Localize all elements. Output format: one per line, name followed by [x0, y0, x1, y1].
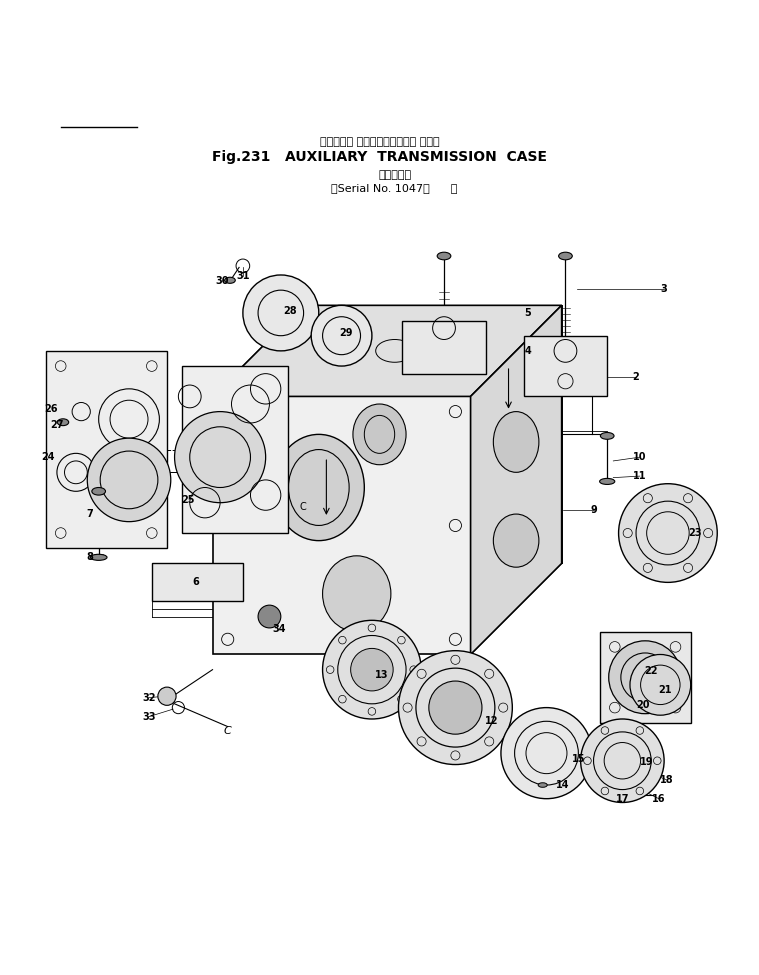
Circle shape — [175, 411, 266, 503]
Text: 27: 27 — [50, 420, 64, 430]
Text: 32: 32 — [142, 693, 156, 703]
Circle shape — [630, 654, 691, 716]
Text: 6: 6 — [193, 577, 199, 587]
Text: 30: 30 — [215, 276, 228, 286]
Text: 17: 17 — [616, 794, 629, 803]
Ellipse shape — [600, 433, 614, 440]
Text: 24: 24 — [41, 452, 55, 462]
Text: 12: 12 — [485, 717, 499, 726]
Circle shape — [243, 275, 319, 351]
Ellipse shape — [323, 556, 391, 632]
Ellipse shape — [353, 404, 406, 465]
Text: （Serial No. 1047～      ）: （Serial No. 1047～ ） — [332, 182, 458, 193]
Text: 8: 8 — [86, 552, 93, 563]
Text: 23: 23 — [688, 528, 702, 538]
Text: C: C — [300, 502, 307, 512]
Text: 22: 22 — [644, 666, 658, 677]
Text: 34: 34 — [272, 624, 286, 635]
Text: オキジアリ トランスミッション ケース: オキジアリ トランスミッション ケース — [320, 137, 439, 147]
Text: 10: 10 — [633, 452, 647, 462]
Polygon shape — [46, 351, 167, 548]
Text: C: C — [224, 726, 231, 736]
Circle shape — [87, 438, 171, 522]
Text: 16: 16 — [652, 794, 666, 803]
Polygon shape — [213, 397, 471, 654]
Circle shape — [258, 605, 281, 628]
Text: 3: 3 — [661, 284, 667, 293]
Text: 18: 18 — [660, 775, 673, 785]
Text: 5: 5 — [524, 308, 531, 318]
Text: 19: 19 — [640, 758, 653, 767]
Polygon shape — [152, 564, 243, 602]
Text: 11: 11 — [633, 471, 647, 481]
Ellipse shape — [437, 253, 451, 259]
Text: 4: 4 — [524, 346, 531, 356]
Polygon shape — [402, 321, 486, 373]
Ellipse shape — [493, 411, 539, 472]
Circle shape — [158, 687, 176, 705]
Circle shape — [609, 641, 682, 714]
Polygon shape — [524, 335, 607, 397]
Ellipse shape — [493, 514, 539, 567]
Circle shape — [398, 650, 512, 764]
Circle shape — [351, 648, 393, 691]
Text: （適用号機: （適用号機 — [378, 170, 411, 179]
Text: 9: 9 — [591, 505, 597, 515]
Polygon shape — [213, 305, 562, 397]
Text: 2: 2 — [633, 372, 639, 382]
Circle shape — [311, 305, 372, 366]
Text: 15: 15 — [572, 755, 585, 764]
Polygon shape — [471, 305, 562, 654]
Ellipse shape — [538, 783, 547, 787]
Text: 20: 20 — [636, 700, 650, 711]
Text: 29: 29 — [339, 329, 353, 338]
Text: 21: 21 — [658, 685, 672, 695]
Ellipse shape — [559, 253, 572, 259]
Circle shape — [323, 620, 421, 719]
Polygon shape — [600, 632, 691, 722]
Text: 13: 13 — [375, 670, 389, 680]
Text: 14: 14 — [556, 780, 570, 790]
Ellipse shape — [225, 277, 235, 284]
Text: Fig.231   AUXILIARY  TRANSMISSION  CASE: Fig.231 AUXILIARY TRANSMISSION CASE — [212, 150, 547, 165]
Text: 28: 28 — [283, 306, 297, 317]
Circle shape — [501, 708, 592, 799]
Text: 7: 7 — [87, 509, 93, 519]
Text: 31: 31 — [236, 271, 250, 282]
Ellipse shape — [58, 419, 68, 426]
Text: 25: 25 — [181, 495, 195, 505]
Circle shape — [619, 484, 717, 582]
Polygon shape — [182, 366, 288, 533]
Ellipse shape — [90, 555, 107, 561]
Ellipse shape — [600, 479, 615, 485]
Circle shape — [429, 682, 482, 734]
Ellipse shape — [273, 435, 364, 540]
Ellipse shape — [92, 488, 106, 495]
Text: 33: 33 — [142, 712, 156, 722]
Text: 26: 26 — [44, 405, 58, 414]
Circle shape — [581, 719, 664, 802]
